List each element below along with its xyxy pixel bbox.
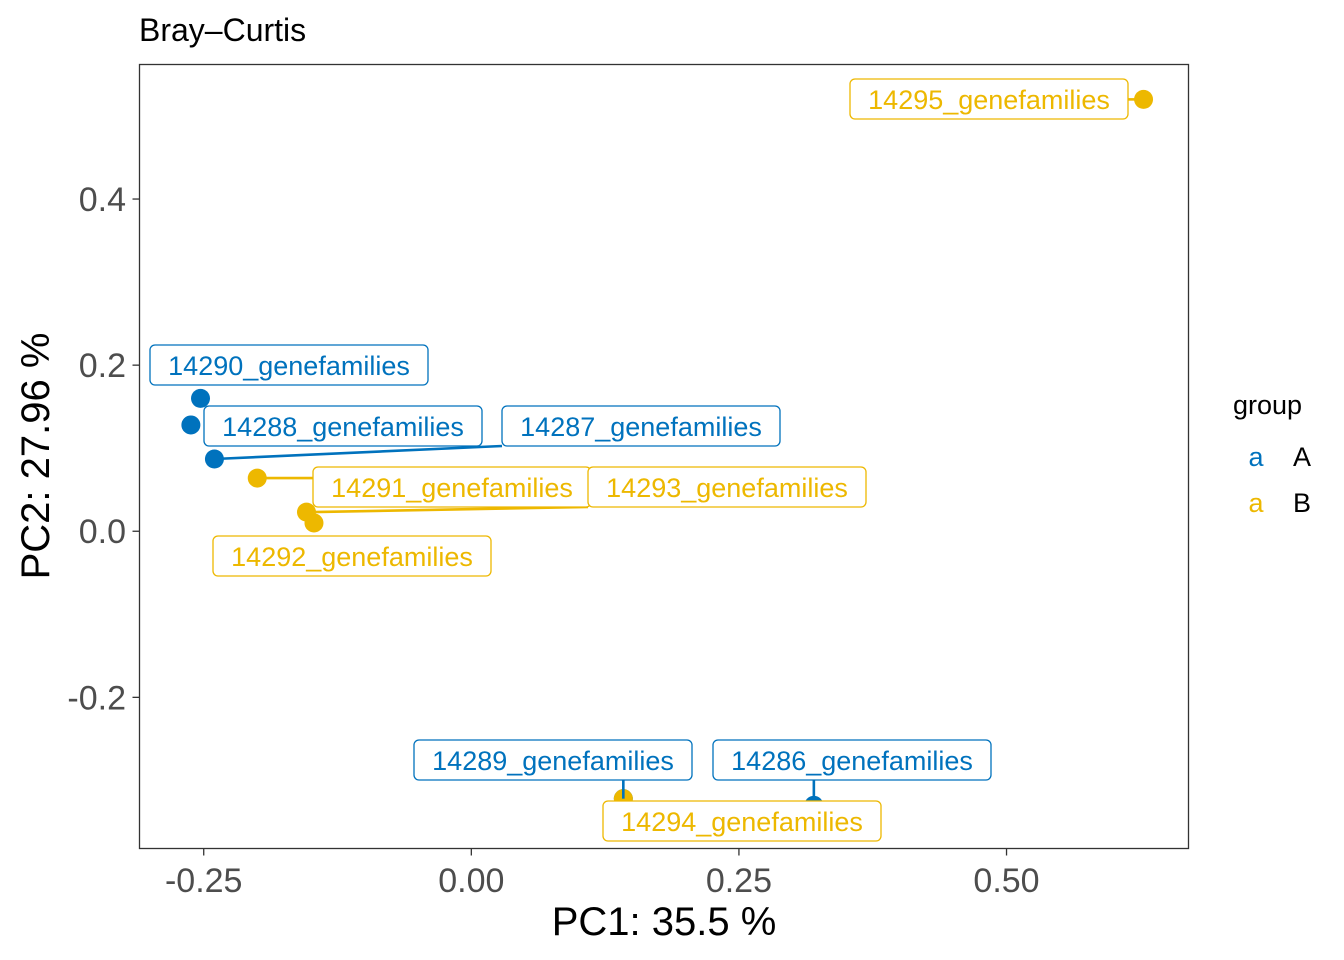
point-label-box xyxy=(849,78,1129,120)
point-label: 14288_genefamilies xyxy=(222,412,464,442)
data-point-A xyxy=(191,388,211,408)
label-leader-line xyxy=(214,444,503,461)
point-label: 14294_genefamilies xyxy=(621,807,863,837)
legend-title: group xyxy=(1233,390,1302,420)
chart-title: Bray–Curtis xyxy=(139,12,306,48)
point-label-box xyxy=(413,739,693,781)
label-leader-line xyxy=(306,505,589,514)
point-label: 14286_genefamilies xyxy=(731,746,973,776)
x-tick-label: 0.50 xyxy=(973,862,1039,900)
point-label-box xyxy=(587,466,867,508)
x-tick-label: -0.25 xyxy=(165,862,243,900)
legend-label-A: A xyxy=(1293,442,1311,472)
point-label: 14289_genefamilies xyxy=(432,746,674,776)
x-tick-label: 0.00 xyxy=(438,862,504,900)
legend-key: a xyxy=(1248,488,1264,518)
x-axis-title: PC1: 35.5 % xyxy=(552,900,777,944)
point-label-box xyxy=(501,405,781,447)
point-label-box xyxy=(149,344,429,386)
point-label: 14292_genefamilies xyxy=(231,542,473,572)
point-label-box xyxy=(203,405,483,447)
point-label-box xyxy=(712,739,992,781)
y-tick-label: 0.0 xyxy=(79,513,126,551)
x-tick-label: 0.25 xyxy=(706,862,772,900)
point-label: 14295_genefamilies xyxy=(868,85,1110,115)
y-axis-title: PC2: 27.96 % xyxy=(14,333,58,580)
y-tick-label: 0.4 xyxy=(79,181,126,219)
point-label-box xyxy=(212,535,492,577)
y-tick-label: -0.2 xyxy=(67,679,126,717)
y-axis: -0.2 0.0 0.2 0.4 xyxy=(67,181,140,717)
plot-panel xyxy=(138,63,1190,850)
data-point-B xyxy=(304,513,324,533)
point-label: 14290_genefamilies xyxy=(168,351,410,381)
legend-key: a xyxy=(1248,442,1264,472)
x-axis: -0.25 0.00 0.25 0.50 xyxy=(165,848,1040,900)
label-segments xyxy=(214,98,1144,806)
point-label-box xyxy=(602,800,882,842)
point-label: 14293_genefamilies xyxy=(606,473,848,503)
point-labels: 14290_genefamilies 14288_genefamilies 1428… xyxy=(149,78,1144,842)
legend-label-B: B xyxy=(1293,488,1311,518)
y-tick-label: 0.2 xyxy=(79,347,126,385)
label-boxes: 14290_genefamilies 14288_genefamilies 1428… xyxy=(149,78,1129,842)
data-point-A xyxy=(181,415,201,435)
point-label: 14287_genefamilies xyxy=(520,412,762,442)
legend: group a Aa B xyxy=(1233,390,1311,518)
point-label: 14291_genefamilies xyxy=(331,473,573,503)
